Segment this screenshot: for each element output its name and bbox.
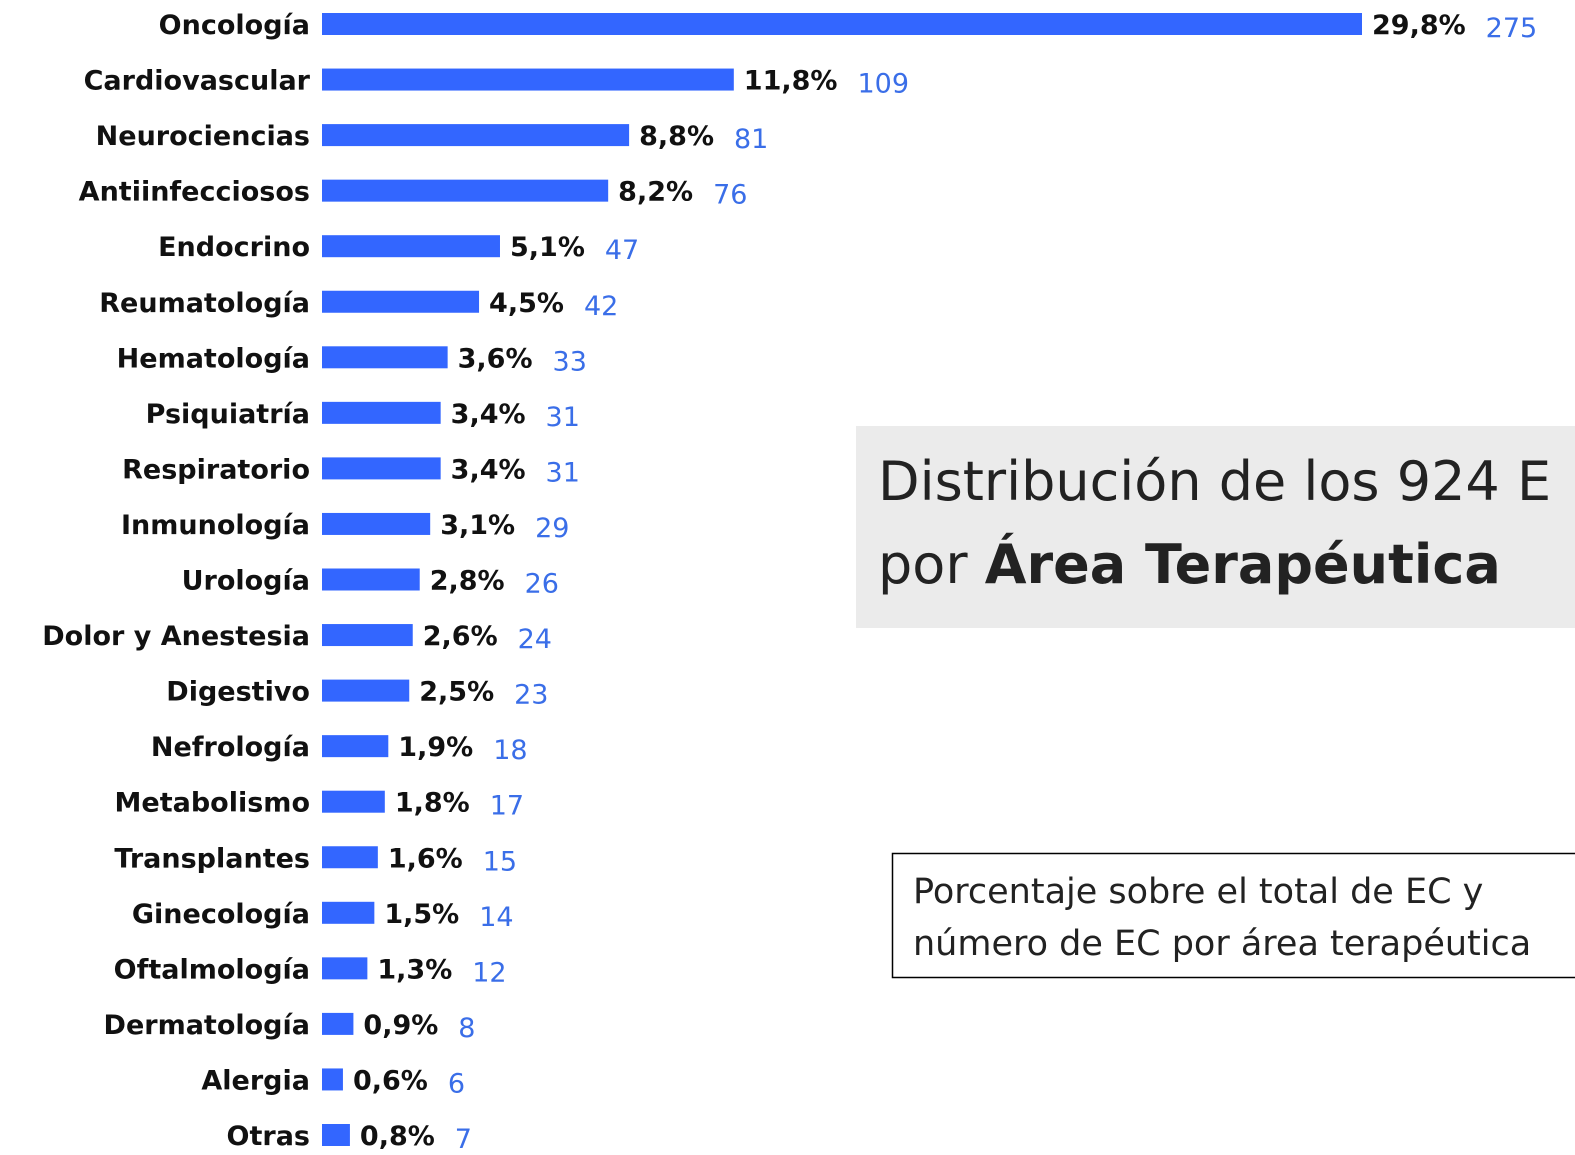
value-label: 2,8%	[430, 566, 505, 597]
value-label: 1,6%	[388, 843, 463, 874]
note-box	[891, 852, 1575, 979]
bar	[322, 568, 420, 591]
bar	[322, 957, 368, 980]
category-label: Dermatología	[104, 1010, 310, 1041]
category-label: Ginecología	[132, 899, 310, 930]
value-label: 3,6%	[458, 343, 533, 374]
title-bold: Área Terapéutica	[985, 533, 1501, 596]
bar	[322, 401, 441, 424]
bar	[322, 1012, 354, 1035]
title-prefix: por	[878, 533, 968, 596]
value-label: 0,6%	[353, 1065, 428, 1096]
value-label: 3,4%	[451, 454, 526, 485]
count-label: 33	[553, 346, 587, 377]
bar	[322, 290, 480, 313]
bar	[322, 901, 375, 924]
count-label: 18	[493, 735, 527, 766]
count-label: 7	[455, 1124, 472, 1155]
count-label: 8	[458, 1013, 475, 1044]
count-label: 47	[605, 235, 639, 266]
bar	[322, 679, 410, 702]
bar	[322, 735, 389, 758]
value-label: 2,5%	[419, 677, 494, 708]
category-label: Psiquiatría	[146, 399, 310, 430]
count-label: 14	[479, 902, 513, 933]
count-label: 81	[734, 124, 768, 155]
count-label: 42	[584, 291, 618, 322]
count-label: 76	[713, 180, 747, 211]
value-label: 1,3%	[377, 954, 452, 985]
count-label: 24	[518, 624, 552, 655]
count-label: 31	[546, 402, 580, 433]
bar	[322, 1124, 350, 1146]
value-label: 3,1%	[440, 510, 515, 541]
count-label: 6	[448, 1068, 465, 1099]
category-label: Respiratorio	[122, 454, 310, 485]
value-label: 1,8%	[395, 788, 470, 819]
value-label: 11,8%	[744, 66, 838, 97]
bar	[322, 124, 630, 147]
note: número de EC por área terapéutica	[913, 924, 1531, 964]
bar	[322, 346, 448, 369]
count-label: 26	[525, 569, 559, 600]
value-label: 3,4%	[451, 399, 526, 430]
value-label: 1,9%	[398, 732, 473, 763]
count-label: 17	[490, 791, 524, 822]
bar	[322, 846, 378, 869]
chart-title: por Área Terapéutica	[878, 533, 1501, 596]
value-label: 8,2%	[618, 177, 693, 208]
title-box	[856, 426, 1575, 628]
count-label: 31	[546, 457, 580, 488]
count-label: 12	[472, 957, 506, 988]
bar	[322, 512, 431, 535]
category-label: Neurociencias	[96, 121, 310, 152]
value-label: 2,6%	[423, 621, 498, 652]
category-label: Dolor y Anestesia	[42, 621, 310, 652]
count-label: 29	[535, 513, 569, 544]
bar	[322, 235, 500, 258]
bar	[322, 179, 609, 202]
bar	[322, 457, 441, 480]
category-label: Reumatología	[99, 288, 310, 319]
category-label: Metabolismo	[115, 788, 310, 819]
bar	[322, 790, 385, 813]
value-label: 4,5%	[489, 288, 564, 319]
bar	[322, 624, 413, 647]
bar	[322, 68, 734, 91]
value-label: 0,8%	[360, 1121, 435, 1152]
category-label: Urología	[182, 566, 310, 597]
bar	[322, 13, 1362, 35]
category-label: Oncología	[159, 10, 310, 41]
count-label: 275	[1486, 13, 1538, 44]
value-label: 8,8%	[639, 121, 714, 152]
bar	[322, 1068, 343, 1091]
value-label: 0,9%	[363, 1010, 438, 1041]
category-label: Nefrología	[151, 732, 310, 763]
category-label: Transplantes	[114, 843, 310, 874]
category-label: Inmunología	[121, 510, 310, 541]
chart-title: Distribución de los 924 E	[878, 450, 1551, 513]
category-label: Otras	[227, 1121, 310, 1152]
note: Porcentaje sobre el total de EC y	[913, 872, 1483, 912]
value-label: 5,1%	[510, 232, 585, 263]
value-label: 29,8%	[1372, 10, 1466, 41]
value-label: 1,5%	[384, 899, 459, 930]
category-label: Endocrino	[158, 232, 310, 263]
category-label: Hematología	[117, 343, 310, 374]
count-label: 109	[857, 69, 909, 100]
category-label: Antiinfecciosos	[79, 177, 310, 208]
category-label: Cardiovascular	[84, 66, 311, 97]
count-label: 15	[483, 846, 517, 877]
category-label: Digestivo	[166, 677, 310, 708]
count-label: 23	[514, 680, 548, 711]
category-label: Oftalmología	[114, 954, 310, 985]
category-label: Alergia	[201, 1065, 310, 1096]
